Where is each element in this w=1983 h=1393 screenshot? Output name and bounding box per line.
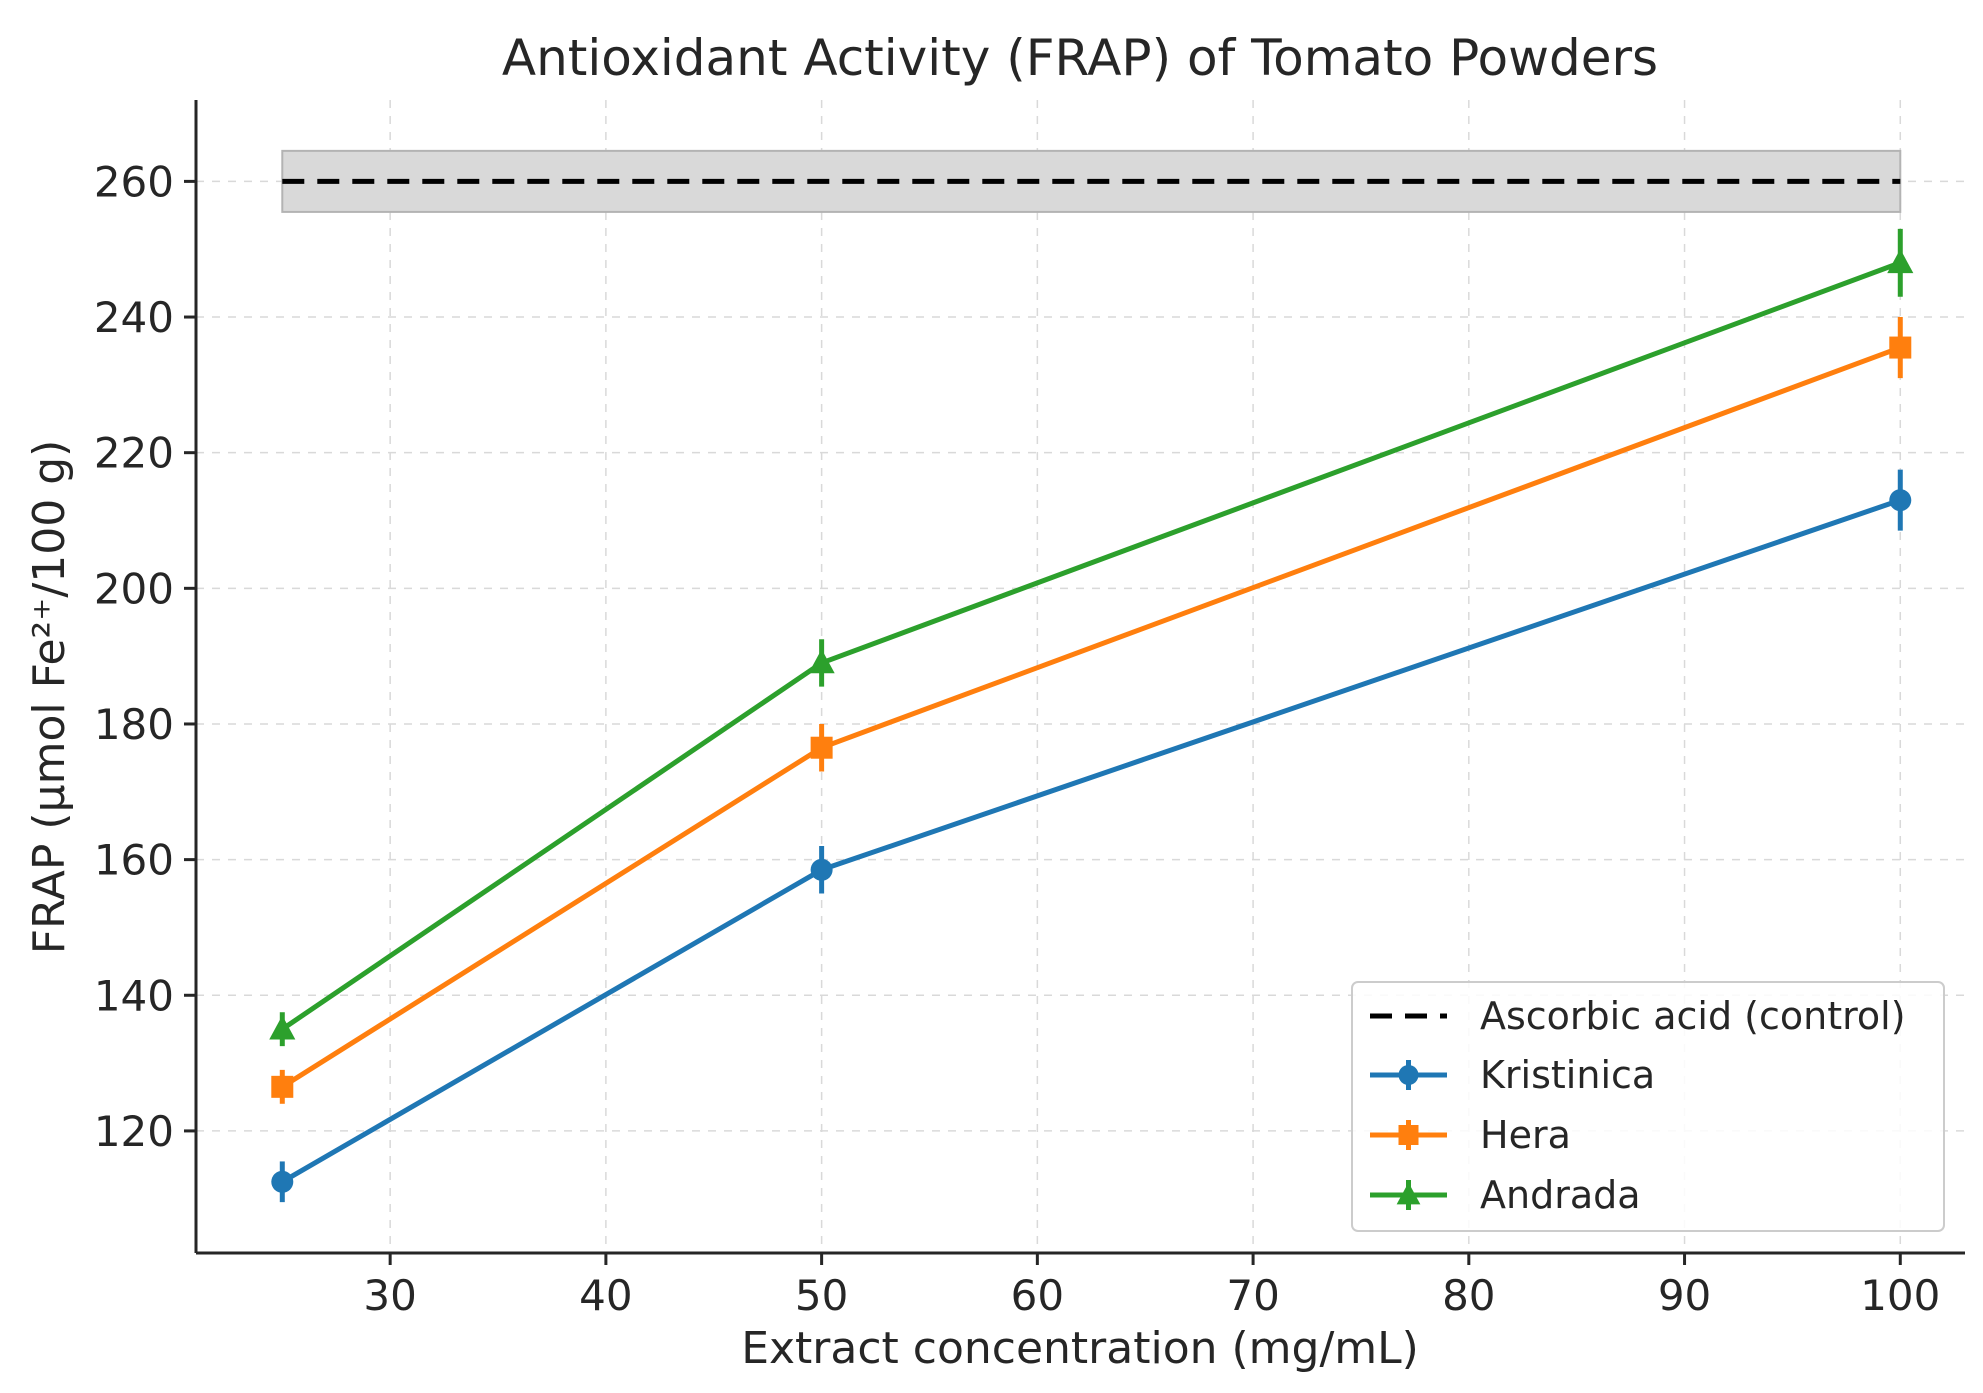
x-tick-label: 50 bbox=[795, 1271, 848, 1320]
grid bbox=[196, 100, 1965, 1253]
legend-andrada-label: Andrada bbox=[1480, 1173, 1641, 1217]
legend-hera-marker bbox=[1398, 1125, 1419, 1145]
series-line bbox=[279, 345, 1903, 1090]
data-point bbox=[810, 736, 833, 759]
series-kristinica bbox=[271, 469, 1912, 1203]
y-axis-ticks: 120 140 160 180 200 220 240 260 bbox=[94, 157, 196, 1156]
chart-title: Antioxidant Activity (FRAP) of Tomato Po… bbox=[502, 29, 1658, 87]
y-tick-label: 140 bbox=[94, 971, 174, 1020]
legend-hera-label: Hera bbox=[1480, 1113, 1571, 1157]
control-reference bbox=[281, 149, 1902, 213]
legend-kristinica-label: Kristinica bbox=[1480, 1053, 1655, 1097]
legend-kristinica-marker bbox=[1398, 1065, 1419, 1085]
data-point bbox=[271, 1170, 294, 1193]
legend-control-label: Ascorbic acid (control) bbox=[1480, 994, 1906, 1038]
x-tick-label: 100 bbox=[1860, 1271, 1940, 1320]
data-point bbox=[810, 858, 833, 881]
data-point bbox=[808, 649, 835, 674]
x-tick-label: 80 bbox=[1442, 1271, 1495, 1320]
x-tick-label: 40 bbox=[579, 1271, 632, 1320]
legend-andrada-marker bbox=[1396, 1182, 1421, 1205]
y-tick-label: 260 bbox=[94, 157, 174, 206]
legend-frame bbox=[1351, 981, 1945, 1232]
x-tick-label: 60 bbox=[1011, 1271, 1064, 1320]
y-tick-label: 240 bbox=[94, 293, 174, 342]
series-hera bbox=[271, 317, 1912, 1104]
data-point bbox=[1889, 336, 1912, 359]
y-axis-label: FRAP (µmol Fe²⁺/100 g) bbox=[24, 440, 75, 955]
x-axis-label: Extract concentration (mg/mL) bbox=[741, 1323, 1419, 1374]
y-tick-label: 160 bbox=[94, 836, 174, 885]
data-point bbox=[271, 1075, 294, 1098]
x-tick-label: 90 bbox=[1658, 1271, 1711, 1320]
x-tick-label: 30 bbox=[363, 1271, 416, 1320]
data-point bbox=[1889, 489, 1912, 512]
data-point bbox=[1887, 249, 1914, 274]
legend: Ascorbic acid (control) Kristinica Hera And… bbox=[1351, 981, 1945, 1232]
y-tick-label: 120 bbox=[94, 1107, 174, 1156]
y-tick-label: 180 bbox=[94, 700, 174, 749]
data-point bbox=[269, 1015, 296, 1040]
x-axis-ticks: 30 40 50 60 70 80 90 100 bbox=[363, 1253, 1940, 1320]
x-tick-label: 70 bbox=[1226, 1271, 1279, 1320]
y-tick-label: 220 bbox=[94, 429, 174, 478]
series-layer bbox=[269, 228, 1914, 1203]
series-andrada bbox=[269, 228, 1914, 1047]
y-tick-label: 200 bbox=[94, 564, 174, 613]
